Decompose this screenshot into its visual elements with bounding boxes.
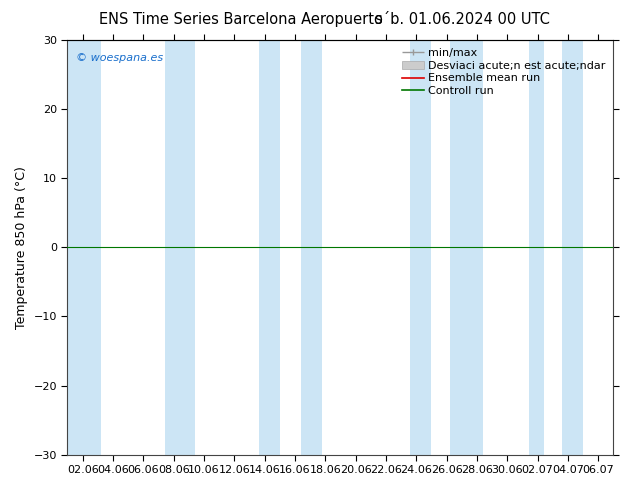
Y-axis label: Temperature 850 hPa (°C): Temperature 850 hPa (°C) [15, 166, 28, 329]
Bar [301, 40, 322, 455]
Bar [562, 40, 583, 455]
Bar [165, 40, 195, 455]
Bar [259, 40, 280, 455]
Bar [67, 40, 101, 455]
Bar [450, 40, 483, 455]
Bar [410, 40, 432, 455]
Text: s´b. 01.06.2024 00 UTC: s´b. 01.06.2024 00 UTC [375, 12, 550, 27]
Text: © woespana.es: © woespana.es [75, 52, 163, 63]
Legend: min/max, Desviaci acute;n est acute;ndar, Ensemble mean run, Controll run: min/max, Desviaci acute;n est acute;ndar… [399, 46, 608, 98]
Bar [529, 40, 544, 455]
Text: ENS Time Series Barcelona Aeropuerto: ENS Time Series Barcelona Aeropuerto [99, 12, 383, 27]
